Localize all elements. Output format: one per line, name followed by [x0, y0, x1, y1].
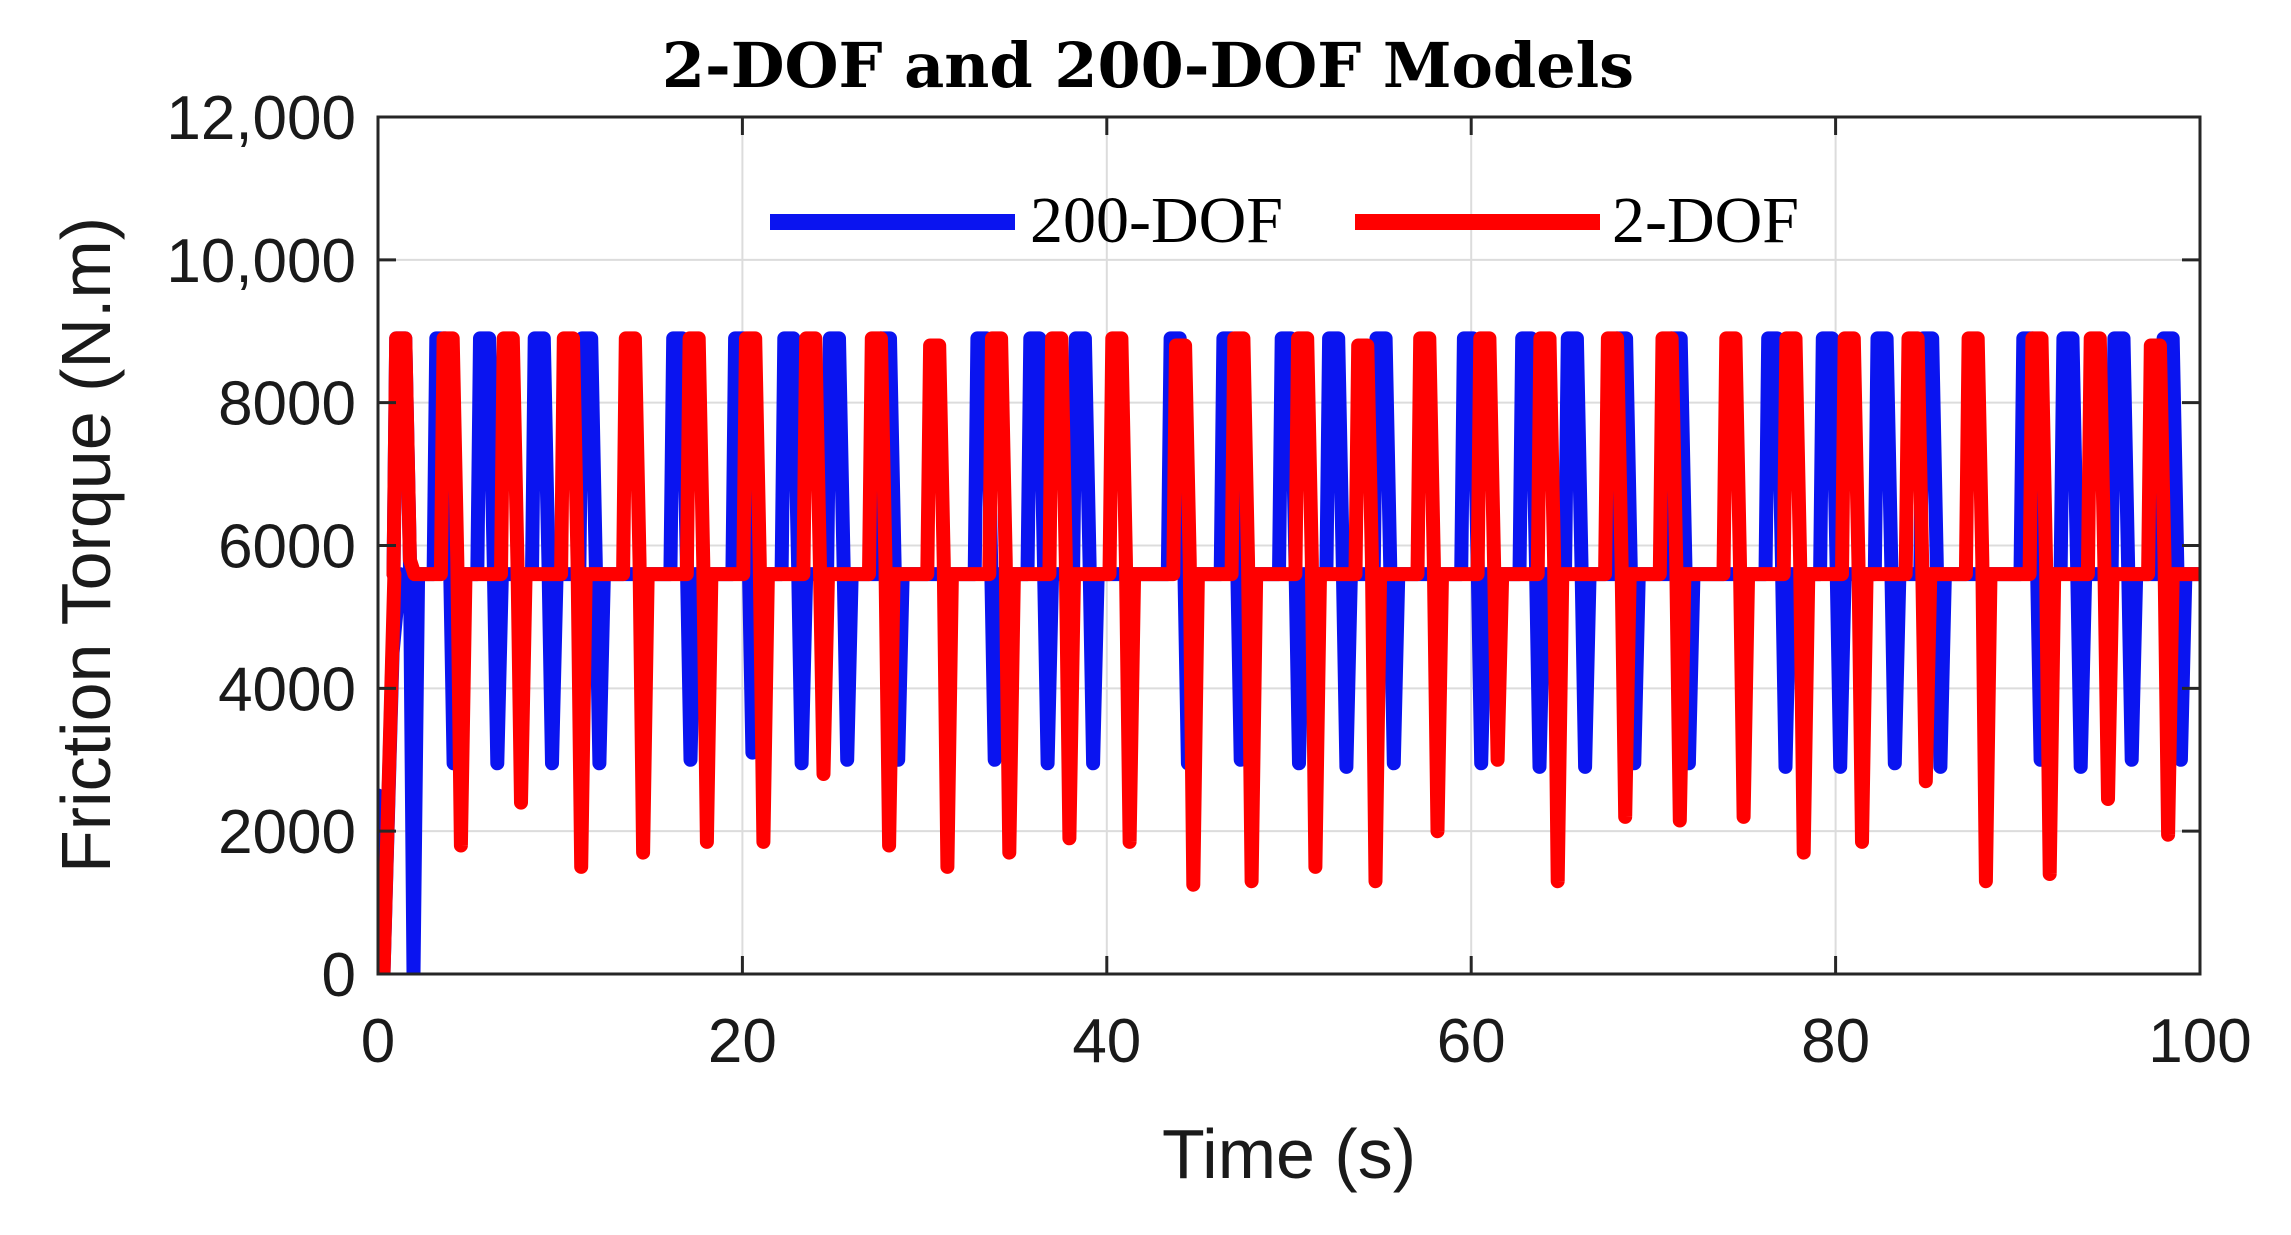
- x-axis-label: Time (s): [1162, 1115, 1416, 1193]
- x-tick-label: 100: [2148, 1007, 2251, 1076]
- y-tick-label: 6000: [218, 513, 356, 582]
- tick-labels: 0 20 40 60 80 100 0 2000 4000 6000 8000 10,000 12,00…: [166, 84, 2251, 1076]
- y-tick-label: 12,000: [166, 84, 356, 153]
- series-line-2-dof: [378, 331, 2200, 974]
- x-tick-label: 60: [1437, 1007, 1506, 1076]
- ticks: [376, 115, 2202, 976]
- legend-label-2-dof: 2-DOF: [1612, 184, 1799, 257]
- x-tick-label: 20: [708, 1007, 777, 1076]
- legend: 200-DOF 2-DOF: [770, 184, 1799, 257]
- series-group: [378, 331, 2200, 974]
- y-tick-label: 10,000: [166, 227, 356, 296]
- y-tick-label: 4000: [218, 655, 356, 724]
- x-tick-label: 0: [361, 1007, 395, 1076]
- chart-title: 2-DOF and 200-DOF Models: [662, 29, 1634, 102]
- y-tick-label: 2000: [218, 798, 356, 867]
- x-tick-label: 80: [1801, 1007, 1870, 1076]
- y-axis-label: Friction Torque (N.m): [47, 217, 125, 873]
- y-tick-label: 8000: [218, 370, 356, 439]
- y-tick-label: 0: [322, 941, 356, 1010]
- series-line-200-dof: [378, 331, 2200, 974]
- legend-label-200-dof: 200-DOF: [1030, 184, 1283, 257]
- x-tick-label: 40: [1072, 1007, 1141, 1076]
